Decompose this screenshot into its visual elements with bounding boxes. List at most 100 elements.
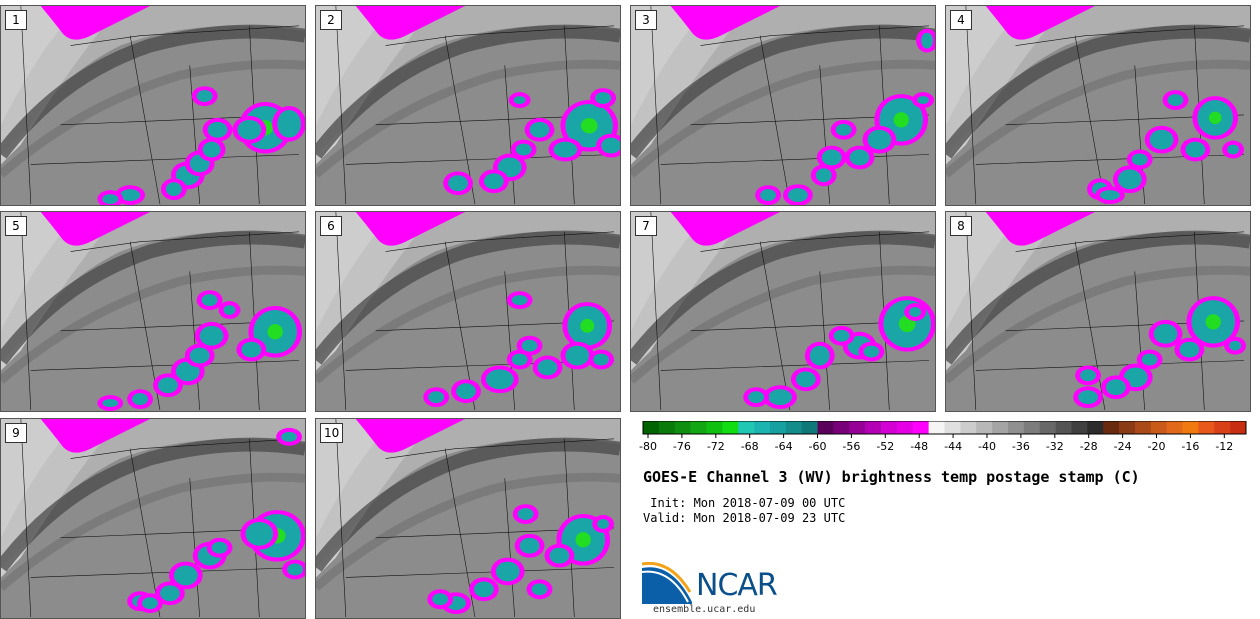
convective-cell-core <box>202 141 221 158</box>
convective-cell-peak <box>580 318 595 333</box>
colorbar-swatch <box>1134 421 1152 434</box>
state-border <box>759 241 791 411</box>
member-label: 8 <box>950 216 972 236</box>
colorbar-swatch <box>1182 421 1199 434</box>
convective-cell-core <box>511 353 528 366</box>
dry-band-secondary <box>1 59 305 178</box>
member-panel-8: 8 <box>945 211 1251 412</box>
colorbar-tick-label: -76 <box>672 440 691 453</box>
colorbar-tick-label: -12 <box>1215 440 1234 453</box>
convective-cell-core <box>597 518 610 529</box>
cold-cloud-north <box>985 6 1096 40</box>
ensemble-url: ensemble.ucar.edu <box>653 604 756 615</box>
state-border <box>660 360 930 371</box>
convective-cell-core <box>768 389 792 406</box>
dry-band-secondary <box>631 59 935 178</box>
state-border <box>759 35 791 205</box>
moist-band <box>1 212 305 361</box>
colorbar-swatch <box>1230 421 1247 434</box>
member-panel-3: 3 <box>630 5 936 206</box>
water-vapor-map <box>1 212 305 411</box>
convective-cell-core <box>1167 94 1184 106</box>
colorbar-swatch <box>754 421 771 434</box>
convective-cell-core <box>159 585 180 602</box>
colorbar-swatch <box>976 421 993 434</box>
water-vapor-map <box>316 212 620 411</box>
colorbar-swatch <box>944 421 961 434</box>
state-border <box>1015 231 1245 252</box>
convective-cell-core <box>511 295 528 306</box>
plot-title: GOES-E Channel 3 (WV) brightness temp po… <box>643 468 1140 486</box>
cold-cloud-north <box>40 6 151 40</box>
convective-cell-core <box>175 361 200 382</box>
water-vapor-map <box>1 419 305 618</box>
convective-cell-core <box>835 123 852 136</box>
convective-cell-core <box>428 391 445 404</box>
convective-cell-core <box>485 369 514 390</box>
convective-cell-core <box>537 359 558 376</box>
member-label: 4 <box>950 10 972 30</box>
convective-cell-core <box>517 508 534 520</box>
convective-cell-core <box>165 182 182 197</box>
member-panel-2: 2 <box>315 5 621 206</box>
colorbar-tick-label: -52 <box>876 440 895 453</box>
colorbar-tick-label: -48 <box>910 440 929 453</box>
convective-cell-core <box>241 341 262 358</box>
water-vapor-map <box>631 6 935 205</box>
colorbar-swatch <box>912 421 929 434</box>
convective-cell-core <box>102 194 119 205</box>
convective-cell-core <box>521 339 538 352</box>
valid-time: Valid: Mon 2018-07-09 23 UTC <box>643 511 846 525</box>
colorbar-tick-label: -20 <box>1147 440 1166 453</box>
state-border <box>30 154 300 165</box>
state-border <box>385 231 615 252</box>
colorbar-swatch <box>1103 421 1120 434</box>
convective-cell-core <box>102 399 119 408</box>
state-border <box>20 6 32 205</box>
state-border <box>504 478 515 618</box>
colorbar-tick-label: -68 <box>740 440 759 453</box>
colorbar-outline <box>642 421 1247 435</box>
convective-cell-core <box>473 581 494 598</box>
dry-band-secondary <box>946 59 1250 178</box>
colorbar-swatch <box>928 421 945 434</box>
convective-cell-core <box>196 90 213 103</box>
convective-cell-core <box>593 353 610 366</box>
colorbar-swatch <box>881 421 898 434</box>
convective-cell-core <box>495 561 520 582</box>
colorbar-swatch <box>801 421 818 434</box>
convective-cell-core <box>281 431 298 442</box>
member-panel-9: 9 <box>0 418 306 619</box>
cold-cloud-north <box>40 419 151 453</box>
colorbar-tick-label: -32 <box>1045 440 1064 453</box>
member-label: 3 <box>635 10 657 30</box>
colorbar-swatch <box>1119 421 1136 434</box>
colorbar-swatch <box>1166 421 1183 434</box>
colorbar-swatch <box>738 421 755 434</box>
convective-cell-core <box>795 371 816 388</box>
convective-cell-core <box>277 109 302 138</box>
cold-cloud-north <box>355 419 466 453</box>
ncar-swoosh-icon <box>642 562 692 604</box>
colorbar-swatch <box>1039 421 1056 434</box>
convective-cell-core <box>833 329 850 342</box>
colorbar-swatch <box>1007 421 1025 434</box>
convective-cell-core <box>1227 144 1240 155</box>
moist-band <box>1 6 305 155</box>
moist-band <box>316 212 620 361</box>
state-border <box>660 154 930 165</box>
colorbar-swatch <box>769 421 787 434</box>
member-panel-1: 1 <box>0 5 306 206</box>
convective-cell-peak <box>580 118 598 134</box>
member-label: 9 <box>5 423 27 443</box>
state-border <box>189 271 200 411</box>
state-border <box>1015 25 1245 46</box>
state-border <box>129 448 161 618</box>
convective-cell-core <box>201 294 218 307</box>
convective-cell-core <box>921 32 934 49</box>
convective-cell-core <box>432 593 449 606</box>
moist-band <box>316 419 620 568</box>
convective-cell-core <box>519 537 540 554</box>
state-border <box>650 6 662 205</box>
cold-cloud-north <box>985 212 1096 246</box>
